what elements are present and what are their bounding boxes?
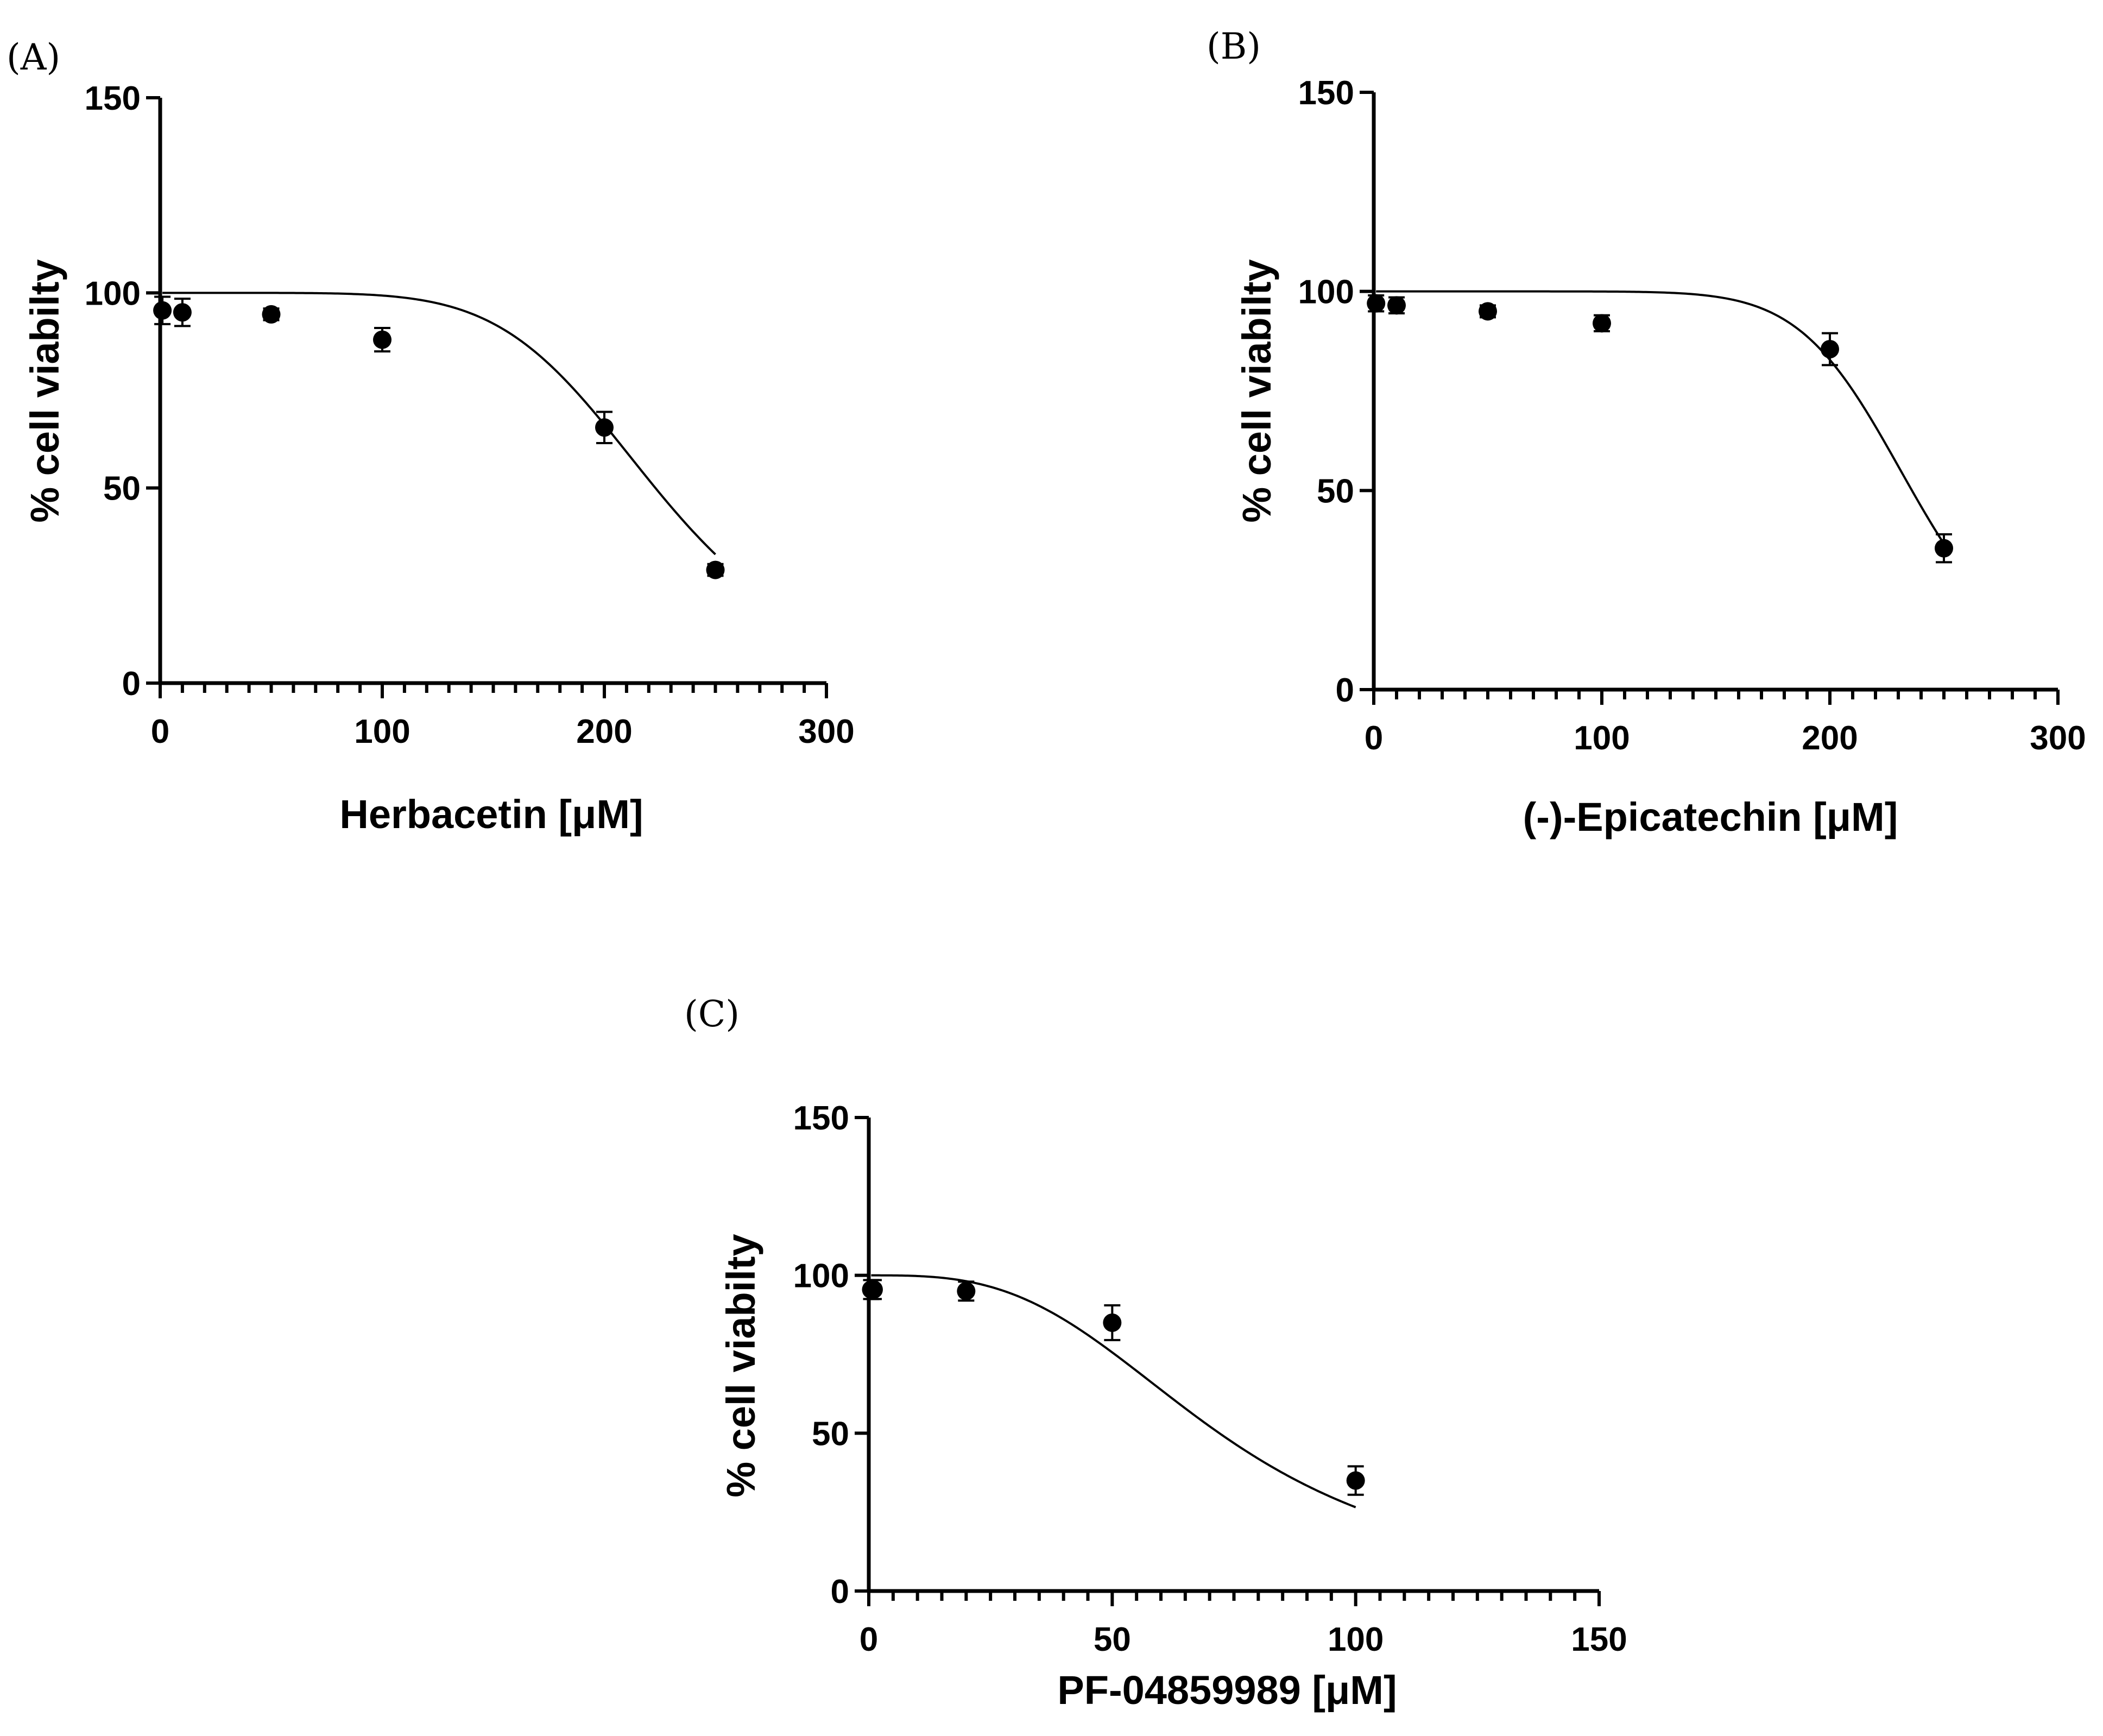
x-tick-label: 200 — [1802, 719, 1858, 757]
y-tick-label: 0 — [831, 1573, 849, 1611]
y-tick-label: 0 — [1336, 672, 1354, 709]
y-tick-label: 100 — [793, 1258, 849, 1295]
x-axis-title: (-)-Epicatechin [μM] — [1523, 794, 1898, 839]
y-tick-label: 100 — [85, 275, 141, 312]
fit-curve — [1376, 290, 1945, 545]
x-tick-label: 300 — [2030, 719, 2086, 757]
x-tick-label: 100 — [1574, 719, 1630, 757]
x-tick-label: 100 — [1328, 1621, 1384, 1658]
data-point — [1367, 294, 1386, 313]
data-point — [153, 301, 172, 320]
data-point — [1103, 1313, 1122, 1332]
data-point — [1479, 302, 1497, 321]
y-tick-label: 0 — [122, 665, 141, 703]
tick-labels: 0 50 100 150 0 50 100 150 — [793, 1100, 1627, 1658]
axes — [855, 1116, 1601, 1606]
data-point — [373, 330, 391, 349]
data-points — [1367, 294, 1953, 564]
panel-c: (C) PF-04859989 [μM] % cell viabilty 0 50… — [684, 993, 1627, 1713]
x-axis-title: Herbacetin [μM] — [339, 792, 643, 837]
x-tick-label: 50 — [1094, 1621, 1131, 1658]
x-tick-label: 100 — [354, 713, 410, 750]
fit-curve — [871, 1274, 1356, 1508]
data-points — [153, 295, 725, 579]
y-tick-label: 50 — [1317, 472, 1354, 510]
fit-curve — [162, 292, 716, 555]
x-tick-label: 0 — [151, 713, 169, 750]
data-point — [262, 305, 281, 324]
y-axis-title: % cell viabilty — [718, 1234, 763, 1497]
data-points — [862, 1279, 1365, 1496]
panel-label-a: (A) — [7, 36, 60, 78]
data-point — [595, 418, 614, 437]
panel-label-c: (C) — [684, 993, 740, 1035]
panel-a: (A) Herbacetin [μM] % cell viabilty 0 50 1… — [7, 36, 855, 837]
x-tick-label: 0 — [860, 1621, 878, 1658]
y-tick-label: 150 — [1298, 74, 1354, 112]
data-point — [706, 560, 725, 579]
x-tick-label: 0 — [1365, 719, 1383, 757]
data-point — [173, 303, 192, 322]
x-tick-label: 150 — [1571, 1621, 1627, 1658]
data-point — [1821, 340, 1839, 358]
tick-labels: 0 50 100 150 0 100 200 300 — [85, 80, 855, 750]
x-tick-label: 200 — [576, 713, 632, 750]
x-axis-title: PF-04859989 [μM] — [1057, 1668, 1397, 1713]
y-tick-label: 150 — [85, 80, 141, 117]
y-tick-label: 150 — [793, 1100, 849, 1137]
axes — [146, 96, 828, 698]
fit-curve-layer — [162, 292, 716, 555]
data-point — [1935, 539, 1953, 558]
y-tick-label: 50 — [812, 1415, 849, 1453]
data-point — [1593, 314, 1611, 333]
fit-curve-layer — [1376, 290, 1945, 545]
data-point — [957, 1282, 976, 1301]
y-tick-label: 100 — [1298, 274, 1354, 311]
y-tick-label: 50 — [103, 470, 141, 508]
y-axis-title: % cell viabilty — [1234, 259, 1279, 522]
panel-label-b: (B) — [1207, 26, 1261, 67]
fit-curve-layer — [871, 1274, 1356, 1508]
y-axis-title: % cell viabilty — [22, 259, 67, 522]
data-point — [1346, 1471, 1365, 1490]
data-point — [864, 1280, 883, 1299]
data-point — [1387, 296, 1406, 315]
tick-labels: 0 50 100 150 0 100 200 300 — [1298, 74, 2086, 757]
axes — [1360, 91, 2060, 705]
panel-b: (B) (-)-Epicatechin [μM] % cell viabilty… — [1207, 26, 2086, 839]
x-tick-label: 300 — [798, 713, 854, 750]
